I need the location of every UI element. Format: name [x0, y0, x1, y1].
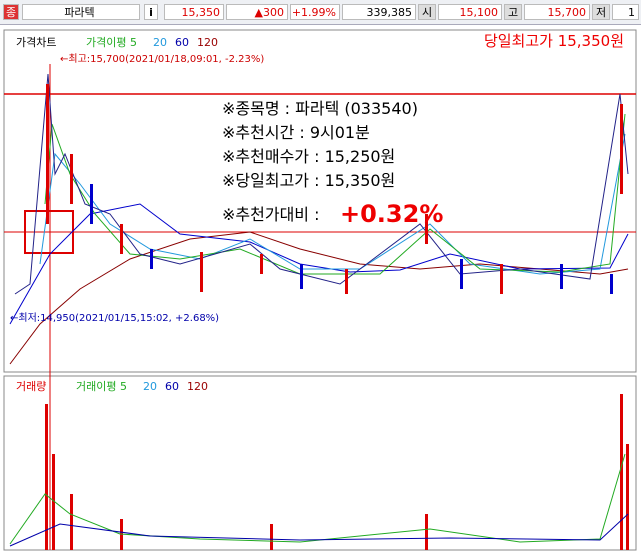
change: ▲300	[226, 4, 288, 20]
legend-item: 60	[165, 380, 179, 393]
info-line: ※추천가대비 :	[222, 205, 319, 224]
volume: 339,385	[342, 4, 416, 20]
volume-lines	[9, 453, 629, 547]
info-line: ※추천매수가 : 15,250원	[222, 147, 395, 166]
high-label: 고	[504, 4, 522, 20]
headline: 당일최고가 15,350원	[484, 32, 624, 50]
open: 15,100	[438, 4, 502, 20]
candles-down	[90, 184, 613, 294]
info-box: ※종목명 : 파라텍 (033540) ※추천시간 : 9시01분 ※추천매수가…	[222, 99, 443, 228]
price-legend: 가격차트 가격이평 5 20 60 120	[16, 36, 218, 49]
legend-item: 120	[187, 380, 208, 393]
volume-legend: 거래량 거래이평 5 20 60 120	[16, 380, 208, 393]
info-line: ※당일최고가 : 15,350원	[222, 171, 395, 190]
stock-name[interactable]: 파라텍	[22, 4, 140, 20]
legend-item: 60	[175, 36, 189, 49]
toolbar: 종 파라텍 i 15,350 ▲300 +1.99% 339,385 시 15,…	[0, 0, 641, 25]
volume-panel	[3, 375, 637, 551]
info-line: ※추천시간 : 9시01분	[222, 123, 370, 142]
low-label: 저	[592, 4, 610, 20]
high-note: ←최고:15,700(2021/01/18,09:01, -2.23%)	[60, 53, 264, 65]
candles	[46, 84, 623, 294]
rate: +1.99%	[290, 4, 340, 20]
legend-item: 가격이평 5	[86, 36, 137, 49]
badge[interactable]: 종	[3, 4, 19, 20]
open-label: 시	[418, 4, 436, 20]
price-panel	[3, 29, 637, 373]
high: 15,700	[524, 4, 590, 20]
info-button[interactable]: i	[144, 4, 158, 20]
legend-item: 20	[153, 36, 167, 49]
legend-item: 거래이평 5	[76, 380, 127, 393]
legend-item: 120	[197, 36, 218, 49]
compare-value: +0.32%	[340, 200, 443, 228]
legend-item: 가격차트	[16, 36, 56, 49]
low-note: ←최저:14,950(2021/01/15,15:02, +2.68%)	[10, 312, 219, 324]
chart-area: 가격차트 가격이평 5 20 60 120 당일최고가 15,350원 ←최고:…	[3, 29, 637, 551]
low: 1	[612, 4, 639, 20]
legend-item: 20	[143, 380, 157, 393]
legend-item: 거래량	[16, 380, 46, 393]
info-line: ※종목명 : 파라텍 (033540)	[222, 99, 418, 118]
price: 15,350	[164, 4, 224, 20]
